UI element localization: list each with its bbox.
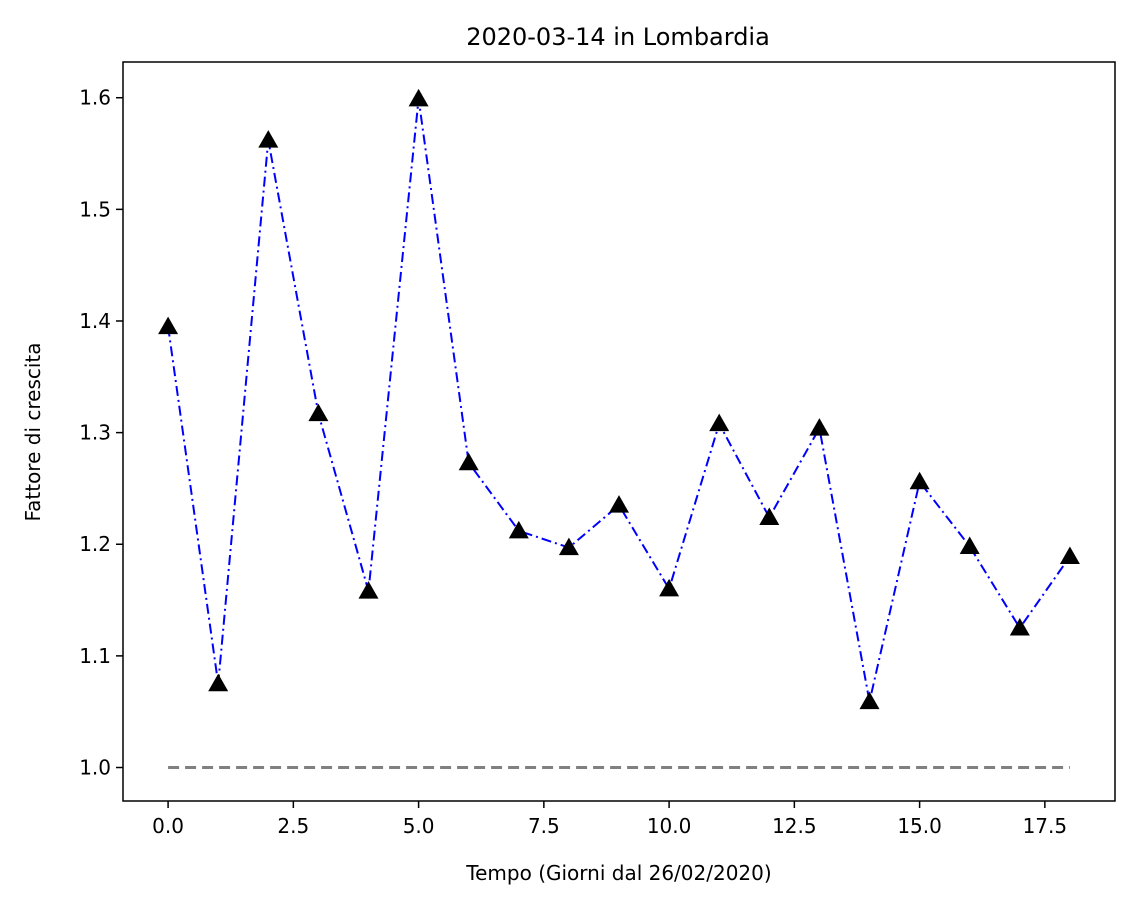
- y-tick-label: 1.2: [79, 532, 111, 556]
- data-point-marker: [859, 691, 880, 710]
- data-point-marker: [659, 578, 680, 597]
- data-point-marker: [759, 507, 780, 525]
- y-tick-label: 1.3: [79, 421, 111, 445]
- data-point-marker: [508, 520, 529, 539]
- x-tick-label: 7.5: [528, 814, 560, 838]
- chart-title: 2020-03-14 in Lombardia: [466, 23, 770, 51]
- data-point-marker: [959, 536, 980, 554]
- y-axis-label: Fattore di crescita: [21, 342, 45, 521]
- data-point-marker: [258, 130, 279, 148]
- y-tick-label: 1.5: [79, 197, 111, 221]
- data-point-marker: [408, 88, 429, 107]
- y-tick-label: 1.0: [79, 756, 111, 780]
- data-point-marker: [1009, 617, 1030, 636]
- data-point-marker: [909, 471, 930, 490]
- x-tick-label: 17.5: [1023, 814, 1068, 838]
- x-tick-label: 10.0: [647, 814, 692, 838]
- x-tick-label: 5.0: [403, 814, 435, 838]
- data-point-marker: [308, 403, 329, 422]
- x-tick-label: 12.5: [772, 814, 817, 838]
- x-tick-label: 0.0: [152, 814, 184, 838]
- y-tick-label: 1.4: [79, 309, 111, 333]
- x-axis-label: Tempo (Giorni dal 26/02/2020): [465, 861, 771, 885]
- data-point-marker: [1059, 546, 1080, 565]
- data-point-marker: [609, 495, 629, 513]
- x-tick-label: 2.5: [277, 814, 309, 838]
- data-point-marker: [208, 673, 229, 692]
- plot-frame: [122, 61, 1116, 802]
- data-point-marker: [809, 418, 830, 436]
- y-axis: 1.0 1.1 1.2 1.3 1.4 1.5 1.6: [79, 86, 123, 780]
- x-axis: 0.0 2.5 5.0 7.5 10.0 12.5 15.0 17.5: [152, 801, 1067, 838]
- data-point-marker: [358, 581, 379, 599]
- data-point-marker: [458, 452, 479, 471]
- plot-area: [158, 88, 1080, 770]
- data-point-marker: [558, 537, 579, 556]
- data-point-marker: [709, 413, 730, 432]
- data-point-marker: [158, 316, 179, 335]
- y-tick-label: 1.6: [79, 86, 111, 110]
- y-tick-label: 1.1: [79, 644, 111, 668]
- x-tick-label: 15.0: [897, 814, 942, 838]
